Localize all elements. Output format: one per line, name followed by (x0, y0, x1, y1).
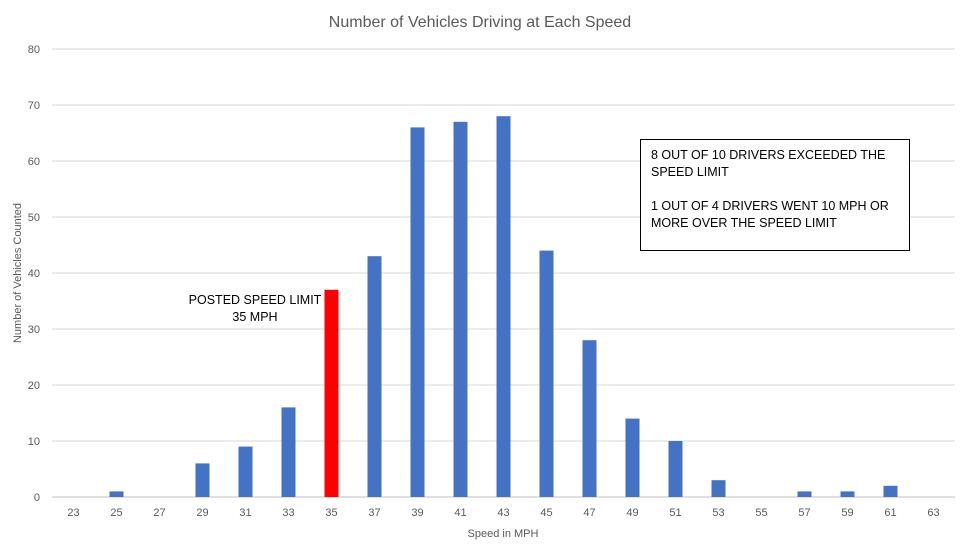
x-tick-label: 59 (841, 507, 853, 519)
y-tick-label: 10 (28, 436, 40, 448)
bar-51 (668, 441, 683, 497)
bar-49 (625, 418, 640, 497)
x-tick-label: 61 (884, 507, 896, 519)
x-tick-label: 45 (540, 507, 552, 519)
bar-41 (453, 121, 468, 498)
bar-25 (109, 491, 124, 497)
bar-61 (883, 485, 898, 497)
x-tick-label: 29 (196, 507, 208, 519)
x-tick-label: 39 (411, 507, 423, 519)
x-tick-label: 49 (626, 507, 638, 519)
x-axis-label: Speed in MPH (468, 528, 539, 540)
bar-45 (539, 250, 554, 497)
bar-57 (797, 491, 812, 497)
x-axis-ticks: 23 25 27 29 31 33 35 37 39 41 43 45 47 49 51 53 55 57 59 61… (67, 507, 939, 519)
x-tick-label: 33 (282, 507, 294, 519)
summary-line-exceeded: 8 OUT OF 10 DRIVERS EXCEEDED THE SPEED L… (651, 148, 886, 179)
y-axis-label: Number of Vehicles Counted (12, 203, 24, 343)
chart-title: Number of Vehicles Driving at Each Speed (329, 14, 631, 31)
bar-59 (840, 491, 855, 497)
summary-annotation-box: 8 OUT OF 10 DRIVERS EXCEEDED THE SPEED L… (640, 139, 910, 251)
bar-39 (410, 127, 425, 498)
bar-35 (324, 289, 339, 497)
y-tick-label: 0 (34, 492, 40, 504)
y-tick-label: 30 (28, 324, 40, 336)
y-tick-label: 80 (28, 44, 40, 56)
x-tick-label: 27 (153, 507, 165, 519)
x-tick-label: 37 (368, 507, 380, 519)
y-tick-label: 40 (28, 268, 40, 280)
bar-29 (195, 463, 210, 497)
speed-limit-value: 35 MPH (232, 310, 278, 324)
x-tick-label: 53 (712, 507, 724, 519)
bar-43 (496, 116, 511, 497)
y-tick-label: 70 (28, 100, 40, 112)
bar-37 (367, 256, 382, 497)
x-tick-label: 51 (669, 507, 681, 519)
y-axis-ticks: 0 10 20 30 40 50 60 70 80 (28, 44, 40, 504)
y-tick-label: 50 (28, 212, 40, 224)
speed-limit-text: POSTED SPEED LIMIT (188, 293, 322, 307)
x-tick-label: 23 (67, 507, 79, 519)
x-tick-label: 57 (798, 507, 810, 519)
x-tick-label: 25 (110, 507, 122, 519)
y-tick-label: 20 (28, 380, 40, 392)
bar-53 (711, 480, 726, 497)
x-tick-label: 31 (239, 507, 251, 519)
bars (109, 116, 898, 498)
posted-speed-limit-label: POSTED SPEED LIMIT 35 MPH (180, 292, 330, 326)
x-tick-label: 55 (755, 507, 767, 519)
x-tick-label: 35 (325, 507, 337, 519)
x-tick-label: 43 (497, 507, 509, 519)
x-tick-label: 63 (927, 507, 939, 519)
summary-line-ten-over: 1 OUT OF 4 DRIVERS WENT 10 MPH OR MORE O… (651, 199, 889, 230)
bar-31 (238, 446, 253, 497)
y-tick-label: 60 (28, 156, 40, 168)
bar-47 (582, 340, 597, 497)
x-tick-label: 47 (583, 507, 595, 519)
x-tick-label: 41 (454, 507, 466, 519)
bar-33 (281, 407, 296, 497)
